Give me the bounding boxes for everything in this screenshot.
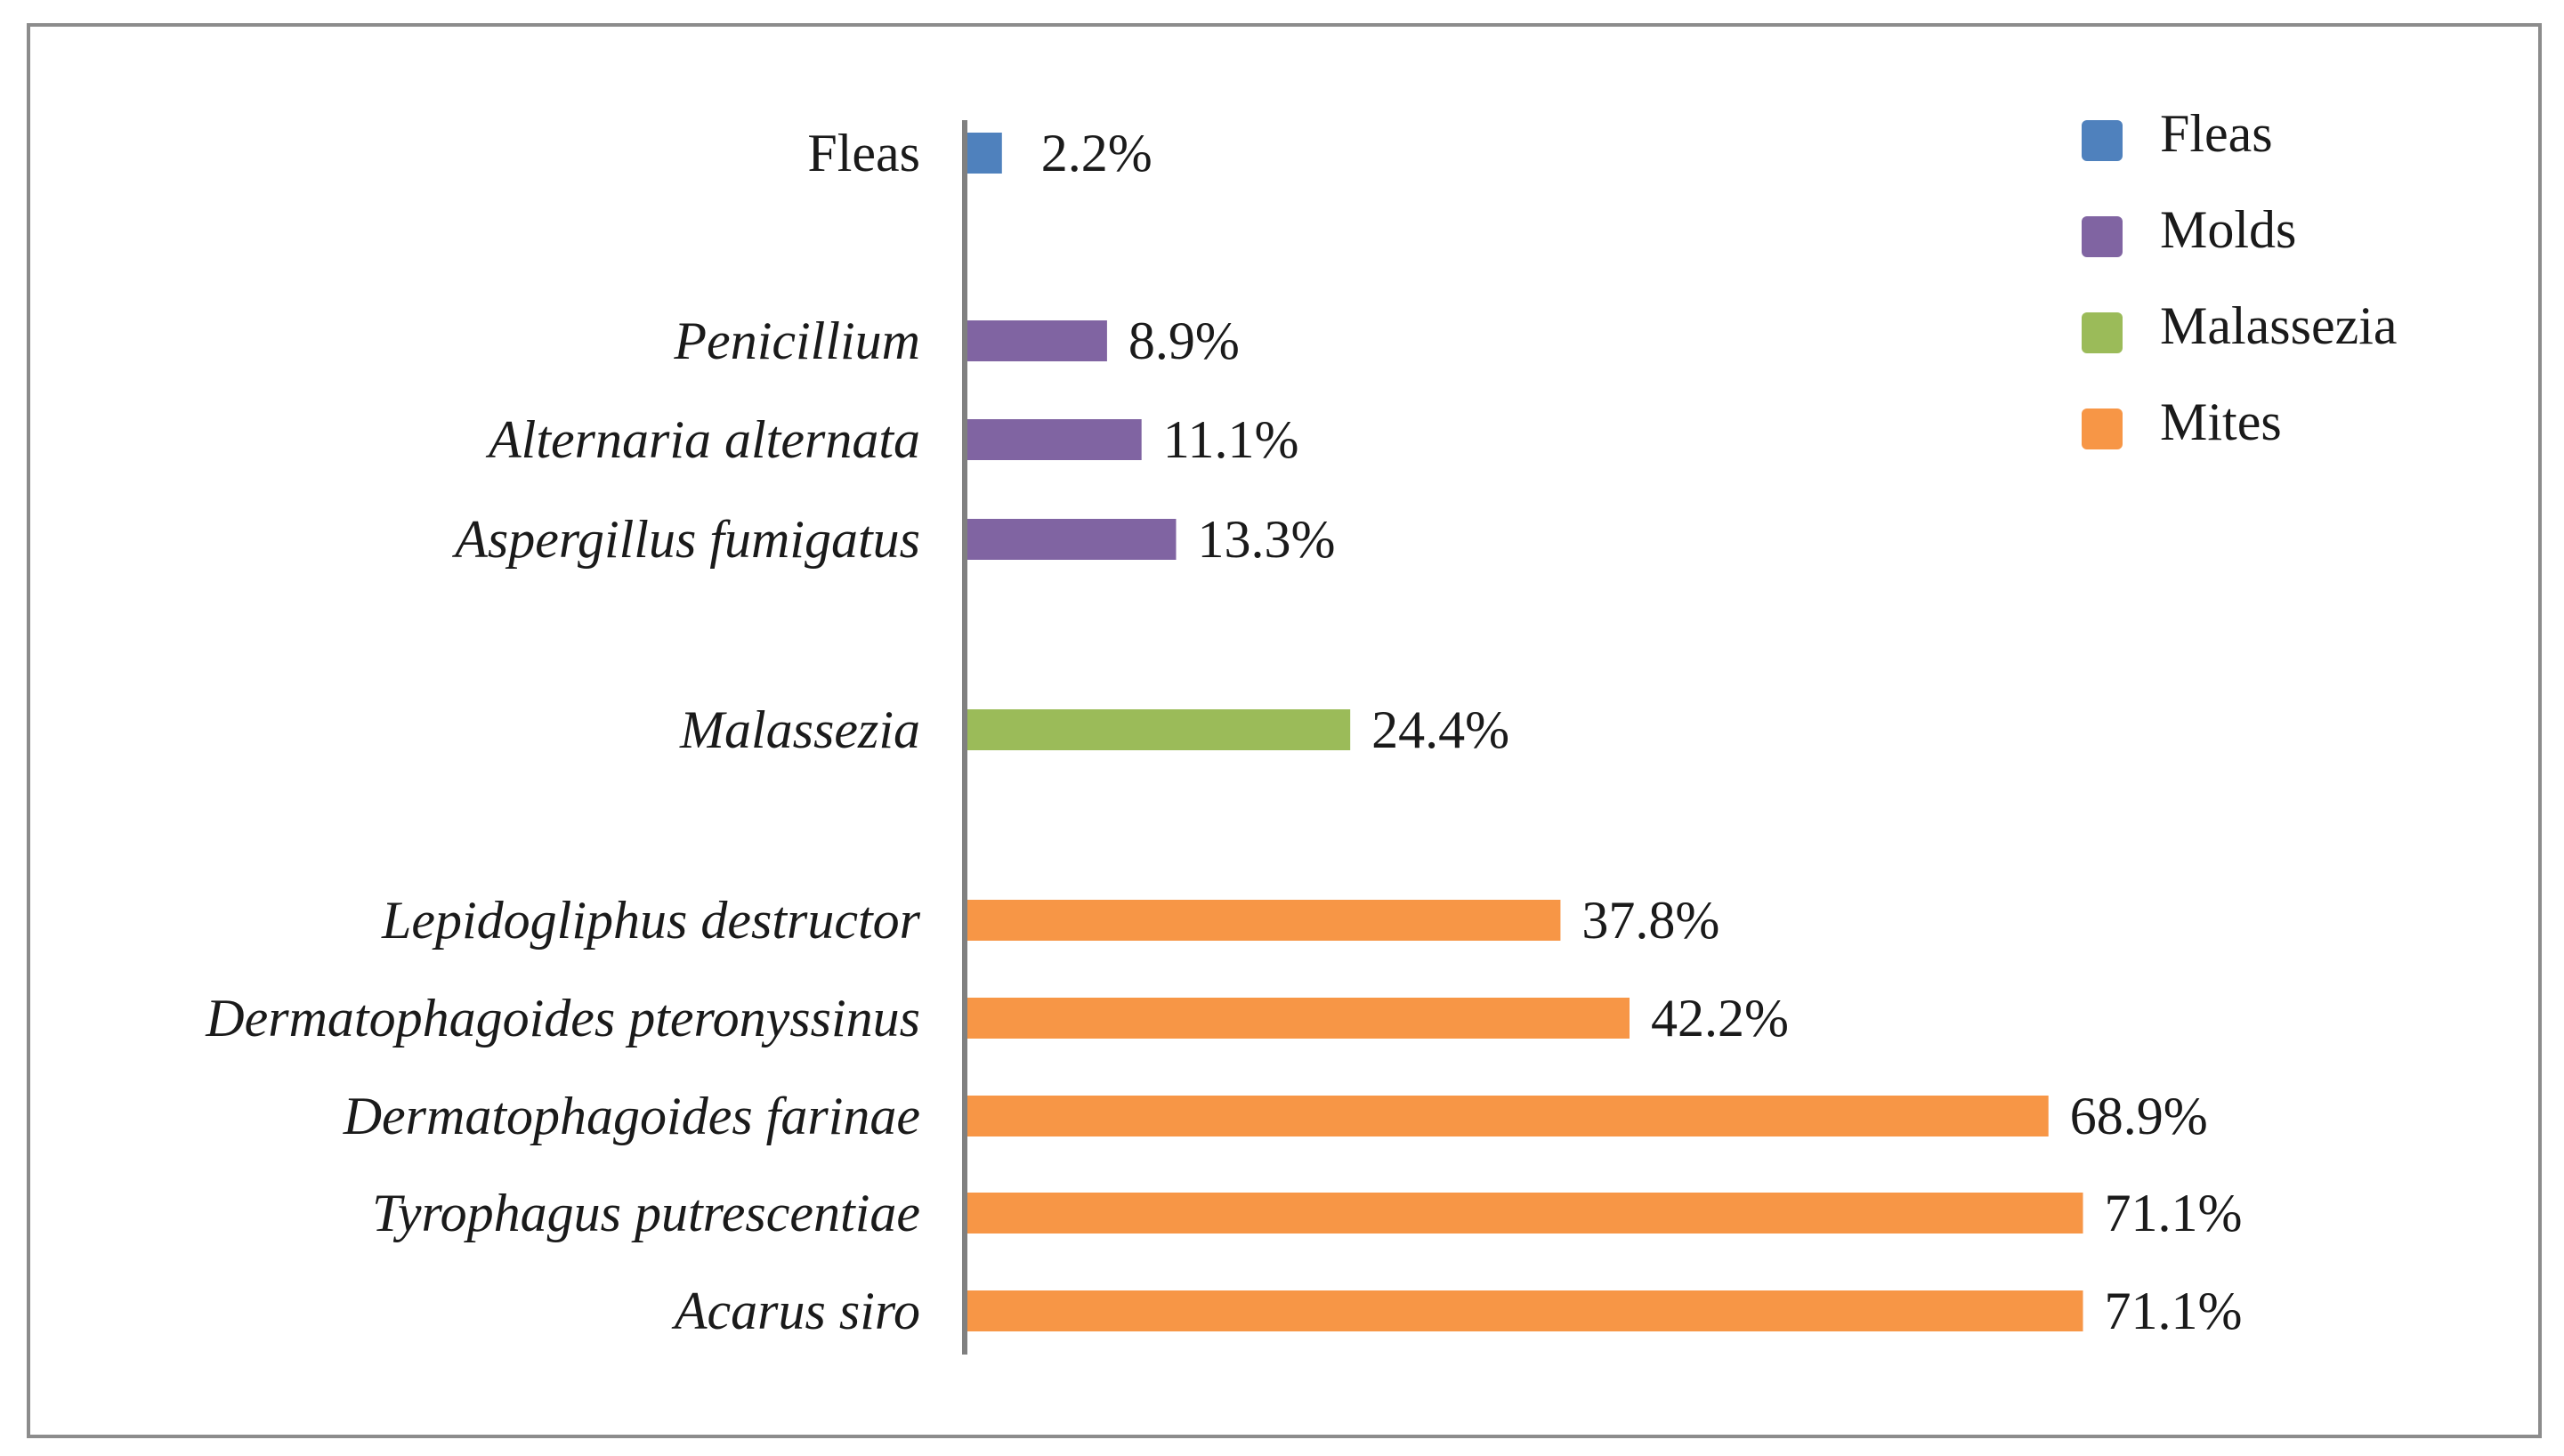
data-label: 71.1% [2104,1184,2242,1242]
bar-5 [967,709,1351,750]
bar-3 [967,419,1142,460]
legend-label-molds: Molds [2160,200,2296,259]
category-label: Tyrophagus putrescentiae [372,1184,920,1242]
bar-7 [967,998,1630,1039]
legend-swatch-fleas [2082,120,2123,161]
bar-2 [967,320,1107,361]
category-label: Penicillium [673,311,920,370]
category-label: Dermatophagoides pteronyssinus [205,989,920,1048]
bars-layer [967,133,2083,1331]
category-label: Acarus siro [671,1282,920,1340]
data-label: 37.8% [1581,891,1719,950]
bar-6 [967,900,1561,941]
category-label: Aspergillus fumigatus [451,510,920,569]
data-label: 42.2% [1651,989,1789,1048]
labels-layer: Fleas 2.2% Penicillium 8.9% Alternaria alter… [205,124,2242,1340]
legend-swatch-mites [2082,408,2123,449]
legend: Fleas Molds Malassezia Mites [2082,104,2398,451]
data-label: 2.2% [1041,124,1153,182]
chart-frame: Fleas 2.2% Penicillium 8.9% Alternaria alter… [27,23,2542,1438]
bar-4 [967,519,1177,560]
bar-1 [967,133,1002,174]
data-label: 24.4% [1371,700,1509,759]
category-label: Dermatophagoides farinae [343,1087,920,1145]
category-label: Lepidogliphus destructor [381,891,921,950]
data-label: 13.3% [1197,510,1335,569]
bar-10 [967,1290,2083,1331]
data-label: 8.9% [1128,311,1240,370]
category-label: Fleas [807,124,920,182]
legend-swatch-molds [2082,216,2123,257]
bar-9 [967,1193,2083,1234]
data-label: 71.1% [2104,1282,2242,1340]
legend-swatch-malassezia [2082,312,2123,353]
data-label: 68.9% [2070,1087,2208,1145]
bar-chart: Fleas 2.2% Penicillium 8.9% Alternaria alter… [205,104,2398,1355]
category-label: Malassezia [679,700,920,759]
bar-8 [967,1096,2049,1136]
legend-label-fleas: Fleas [2160,104,2273,163]
legend-label-malassezia: Malassezia [2160,296,2398,355]
category-label: Alternaria alternata [485,410,920,469]
legend-label-mites: Mites [2160,392,2282,451]
data-label: 11.1% [1163,410,1299,469]
